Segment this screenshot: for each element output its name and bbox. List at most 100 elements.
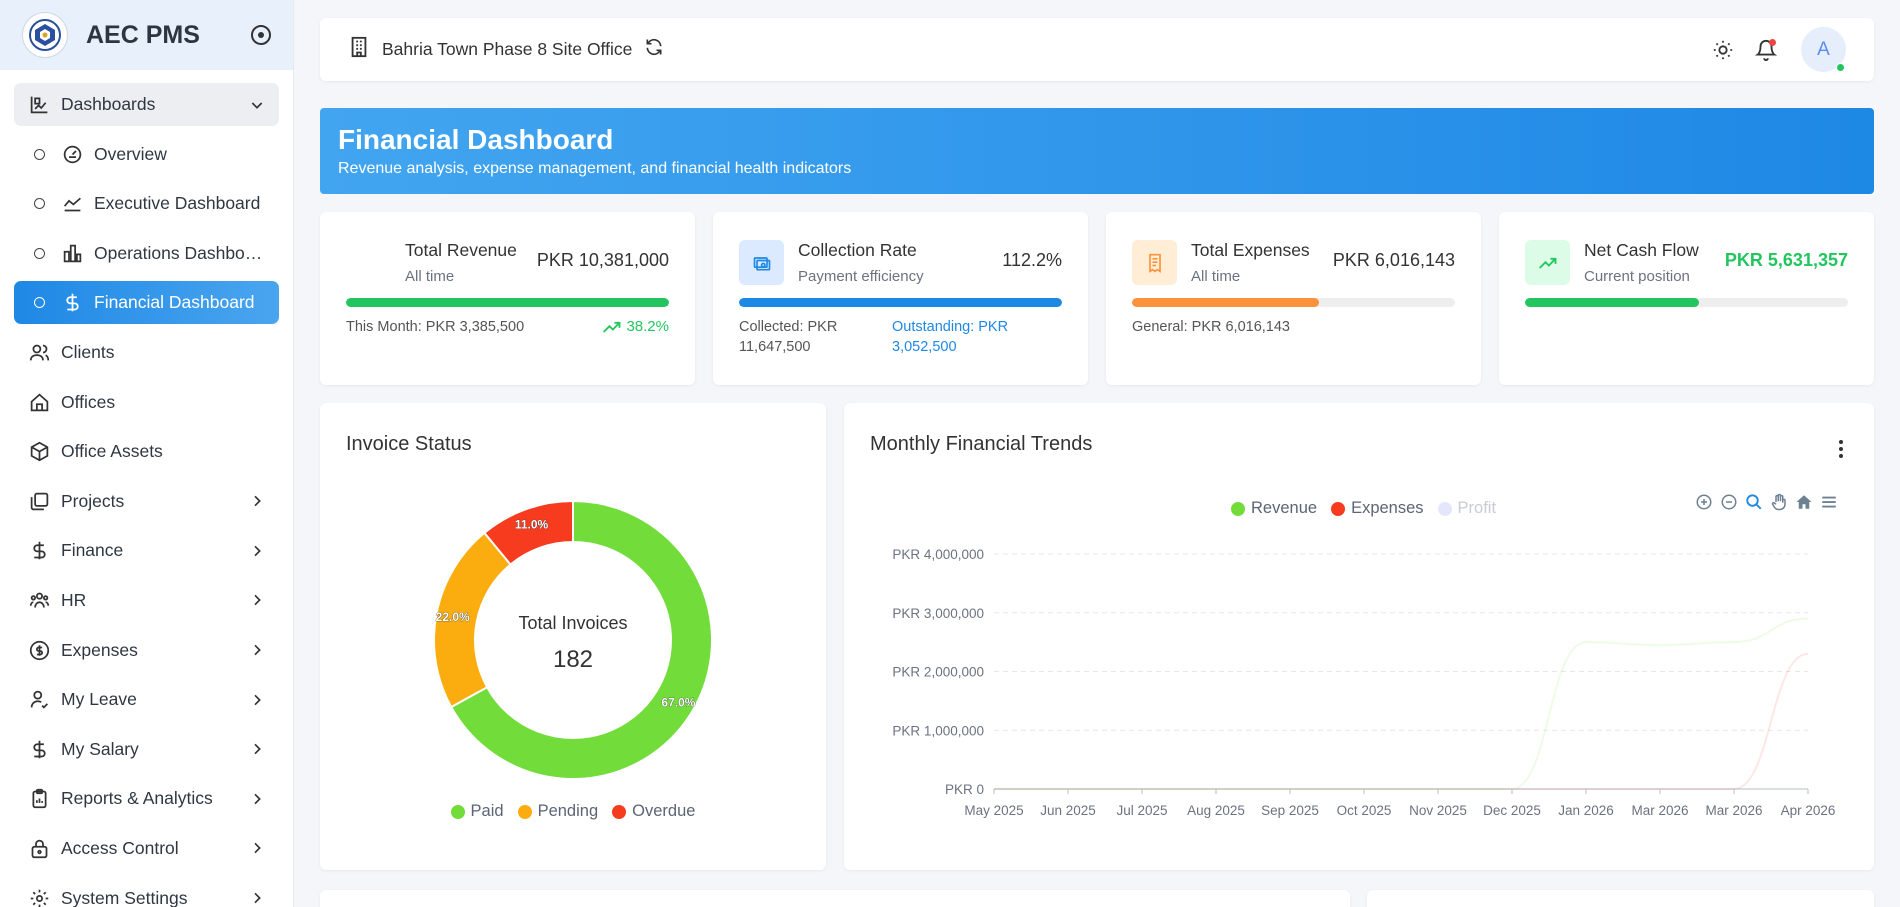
sidebar-item-projects[interactable]: Projects [14,480,279,523]
legend-label: Expenses [1351,499,1424,517]
topbar-actions: A [1693,27,1846,72]
x-tick-label: Dec 2025 [1483,803,1541,818]
sidebar-item-expenses[interactable]: Expenses [14,629,279,672]
sidebar-item-dashboards[interactable]: Dashboards [14,83,279,126]
stat-value: 112.2% [1002,250,1062,270]
sidebar-item-label: Clients [61,341,115,362]
reset-home-icon[interactable] [1795,493,1813,511]
sidebar-item-reports-analytics[interactable]: Reports & Analytics [14,777,279,820]
pan-hand-icon[interactable] [1770,493,1788,511]
sidebar-item-offices[interactable]: Offices [14,381,279,424]
sidebar-item-finance[interactable]: Finance [14,529,279,572]
legend-swatch [1231,501,1245,516]
sidebar-subitem-overview[interactable]: Overview [14,133,279,176]
sidebar-item-label: Access Control [61,837,179,858]
bullet-icon [34,247,45,259]
page-title: Financial Dashboard [338,124,614,155]
stat-subtitle: All time [1191,268,1241,285]
progress-bar [739,298,1062,307]
stat-value: PKR 10,381,000 [536,250,669,270]
dashboard-chart-icon [28,94,50,116]
stat-subtitle: All time [405,268,455,285]
notification-badge [1769,38,1776,46]
chevron-right-icon [249,692,265,708]
menu-icon[interactable] [1820,493,1838,511]
y-tick-label: PKR 4,000,000 [892,547,984,562]
progress-fill [1132,298,1320,307]
bullet-icon [34,198,45,210]
bell-icon[interactable] [1753,37,1779,63]
x-tick-label: Oct 2025 [1337,803,1392,818]
sidebar-subitem-executive-dashboard[interactable]: Executive Dashboard [14,182,279,225]
bullet-icon [34,297,45,309]
sidebar-item-office-assets[interactable]: Office Assets [14,430,279,473]
office-selector[interactable]: Bahria Town Phase 8 Site Office [382,39,633,59]
legend-item-overdue[interactable]: Overdue [612,802,695,821]
gear-icon [28,887,50,907]
legend-swatch [1331,501,1346,516]
more-options-icon[interactable] [1838,439,1844,464]
donut-center: Total Invoices 182 [320,613,826,674]
legend-item-pending[interactable]: Pending [517,802,599,821]
x-tick-label: Apr 2026 [1781,803,1836,818]
stat-subtitle: Current position [1584,268,1690,285]
x-tick-label: Mar 2026 [1705,803,1762,818]
online-status-dot [1836,63,1845,72]
sidebar-item-hr[interactable]: HR [14,579,279,622]
zoom-out-icon[interactable] [1720,493,1738,511]
page-subtitle: Revenue analysis, expense management, an… [338,160,852,177]
sidebar-toggle-icon[interactable] [251,25,271,45]
legend-label: Pending [537,802,599,820]
coin-icon [28,639,50,661]
panel-title: Invoice Status [346,433,472,455]
growth-trend: 38.2% [602,317,669,337]
outstanding-text: Outstanding: PKR 3,052,500 [892,319,1009,355]
legend-label: Revenue [1251,499,1318,517]
sidebar-subitem-label: Financial Dashboard [94,292,255,313]
users-icon [28,341,50,363]
stat-value: PKR 6,016,143 [1332,250,1455,270]
donut-slice-overdue [482,499,574,566]
sidebar: AEC PMS Dashboards Overview Executive [0,0,294,907]
sidebar-item-system-settings[interactable]: System Settings [14,877,279,907]
sidebar-item-my-salary[interactable]: My Salary [14,728,279,771]
sidebar-subitem-label: Operations Dashboa... [94,242,265,263]
lock-icon [28,837,50,859]
progress-fill [739,298,1062,307]
sidebar-item-access-control[interactable]: Access Control [14,827,279,870]
panel-title: Monthly Financial Trends [870,433,1093,455]
this-month-text: This Month: PKR 3,385,500 [346,319,525,335]
clipboard-icon [28,788,50,810]
legend-item-profit[interactable]: Profit [1437,499,1496,518]
legend-item-paid[interactable]: Paid [450,802,504,821]
progress-bar [346,298,669,307]
legend-item-expenses[interactable]: Expenses [1331,499,1424,518]
line-chart-icon [61,193,83,215]
zoom-in-icon[interactable] [1695,493,1713,511]
x-tick-label: Jul 2025 [1116,803,1167,818]
topbar: Bahria Town Phase 8 Site Office A [320,18,1874,81]
legend-item-revenue[interactable]: Revenue [1231,499,1317,518]
brand-header: AEC PMS [0,0,293,70]
sidebar-item-label: My Leave [61,689,137,710]
sidebar-item-my-leave[interactable]: My Leave [14,678,279,721]
sidebar-subitem-operations-dashboard[interactable]: Operations Dashboa... [14,232,279,275]
bottom-panel-right [1367,890,1874,907]
user-avatar[interactable]: A [1801,27,1846,72]
series-line-expenses [994,652,1809,790]
stat-card-total-revenue: Total Revenue All time PKR 10,381,000 Th… [320,212,695,385]
sidebar-item-label: Offices [61,391,116,412]
y-tick-label: PKR 1,000,000 [892,723,984,738]
selection-zoom-icon[interactable] [1745,493,1763,511]
sidebar-subitem-financial-dashboard[interactable]: Financial Dashboard [14,281,279,325]
home-icon [28,391,50,413]
sidebar-item-clients[interactable]: Clients [14,331,279,374]
building-icon [348,36,370,63]
theme-toggle-sun-icon[interactable] [1710,37,1736,63]
sidebar-item-label: My Salary [61,738,139,759]
invoice-status-panel: Invoice Status 67.0% 22.0% 11.0% Total Inv… [320,403,826,870]
sidebar-subitem-label: Overview [94,143,167,164]
sidebar-item-label: System Settings [61,887,188,907]
trend-up-icon [603,321,621,333]
refresh-icon[interactable] [644,37,664,62]
